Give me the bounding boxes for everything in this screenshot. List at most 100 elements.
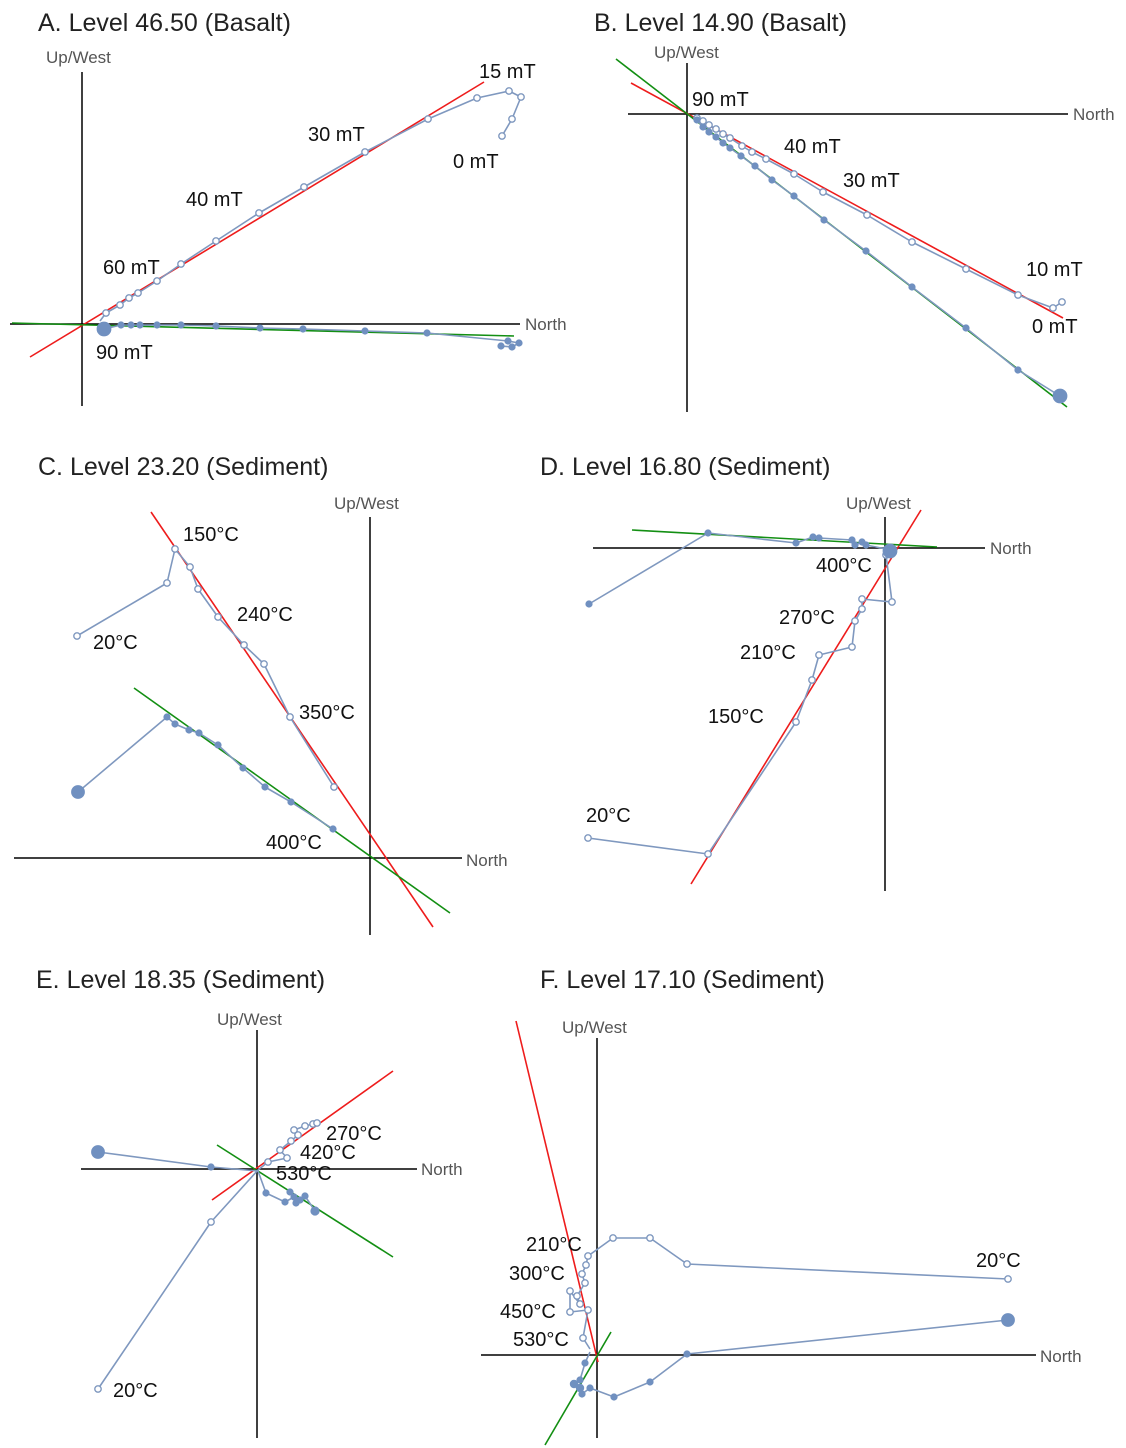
panel-f-title: F. Level 17.10 (Sediment) [540,966,825,994]
vertical-point [582,1261,590,1269]
horizontal-point [726,144,734,152]
horizontal-point-first [91,1145,105,1159]
horizontal-point [136,321,144,329]
vertical-point [848,643,856,651]
panel-b-vertical-axis-label: Up/West [654,43,719,62]
panel-c-vertical-path [76,548,335,788]
vertical-point [214,613,222,621]
panel-d-title: D. Level 16.80 (Sediment) [540,453,830,481]
vertical-point [301,1122,309,1130]
panel-c-step-label: 150°C [183,524,239,546]
horizontal-point [508,343,516,351]
vertical-point [762,155,770,163]
vertical-point [748,148,756,156]
horizontal-point-final [96,321,112,337]
panel-c-step-label: 20°C [93,632,138,654]
panel-f: F. Level 17.10 (Sediment) Up/West North [481,966,1082,1446]
panel-c-filled-points [71,713,337,833]
panel-f-horizontal-path [573,1319,1009,1398]
panel-c-step-label: 350°C [299,702,355,724]
vertical-point [576,1300,584,1308]
horizontal-point [719,139,727,147]
horizontal-point [207,1163,215,1171]
horizontal-point [171,720,179,728]
panel-a-filled-points [96,321,523,351]
horizontal-point [214,741,222,749]
vertical-point [584,1306,592,1314]
vertical-point [792,718,800,726]
panel-d-step-label: 20°C [586,805,631,827]
horizontal-point [862,247,870,255]
vertical-point [255,209,263,217]
vertical-point [240,641,248,649]
vertical-point [286,713,294,721]
panel-e-step-label: 530°C [276,1163,332,1185]
horizontal-point [809,533,817,541]
panel-b: B. Level 14.90 (Basalt) Up/West North [594,9,1115,412]
horizontal-point [286,1188,294,1196]
panel-d-open-points [584,551,896,858]
panel-a-open-points [102,87,525,317]
vertical-point [116,301,124,309]
vertical-point [212,237,220,245]
panel-a-horizontal-axis-label: North [525,315,567,334]
panel-e-open-points [94,1119,321,1393]
vertical-point [264,1158,272,1166]
vertical-point [584,834,592,842]
horizontal-point [768,176,776,184]
horizontal-point [163,713,171,721]
vertical-point [851,617,859,625]
horizontal-point [851,541,859,549]
panel-f-step-label: 530°C [513,1329,569,1351]
horizontal-point [329,825,337,833]
panel-b-vertical-path [696,117,1063,309]
horizontal-point [683,1350,691,1358]
panel-f-horizontal-axis-label: North [1040,1347,1082,1366]
panel-d-step-label: 400°C [816,555,872,577]
horizontal-point [361,327,369,335]
vertical-point [815,651,823,659]
panel-f-step-label: 300°C [509,1263,565,1285]
vertical-point [705,121,713,129]
panel-e-filled-points [91,1145,320,1216]
horizontal-point [153,321,161,329]
horizontal-point [299,325,307,333]
vertical-point [171,545,179,553]
vertical-point [908,238,916,246]
vertical-point [726,134,734,142]
panel-c-step-label: 400°C [266,832,322,854]
horizontal-point [646,1378,654,1386]
panel-e-horizontal-axis-label: North [421,1160,463,1179]
horizontal-point [127,321,135,329]
vertical-point [102,309,110,317]
horizontal-point [586,1384,594,1392]
panel-d-step-label: 270°C [779,607,835,629]
horizontal-point [790,192,798,200]
vertical-point [508,115,516,123]
panel-c-open-points [73,545,338,791]
vertical-point [581,1279,589,1287]
horizontal-point [712,133,720,141]
horizontal-point [862,541,870,549]
panel-e-title: E. Level 18.35 (Sediment) [36,966,325,994]
vertical-point [73,632,81,640]
horizontal-point [177,321,185,329]
horizontal-point [704,529,712,537]
vertical-point [573,1292,581,1300]
vertical-point [207,1218,215,1226]
panel-b-open-points [693,114,1066,312]
panel-a-horizontal-path [103,324,520,348]
vertical-point [287,1137,295,1145]
horizontal-point [515,339,523,347]
panel-b-horizontal-axis-label: North [1073,105,1115,124]
horizontal-point [212,322,220,330]
panel-f-step-label: 450°C [500,1301,556,1323]
panel-b-horizontal-path [696,119,1061,397]
panel-f-step-label: 20°C [976,1250,1021,1272]
vertical-point [646,1234,654,1242]
vertical-point [863,211,871,219]
panel-a-red-fit-line [29,81,485,358]
horizontal-point [576,1376,584,1384]
panel-c-title: C. Level 23.20 (Sediment) [38,453,328,481]
vertical-point [683,1260,691,1268]
